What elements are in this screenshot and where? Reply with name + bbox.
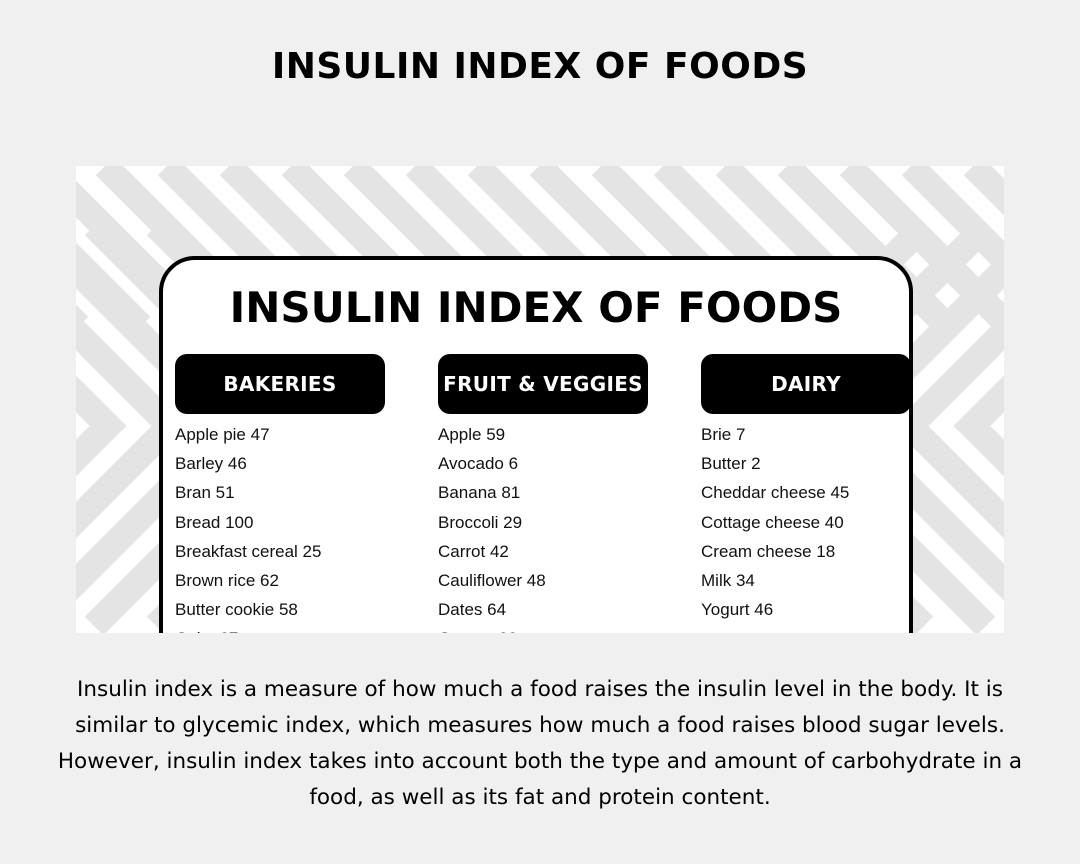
- list-item: Milk 34: [701, 570, 755, 590]
- list-item: Brown rice 62: [175, 570, 279, 590]
- column-heading: DAIRY: [701, 354, 911, 414]
- card-title: INSULIN INDEX OF FOODS: [229, 283, 843, 332]
- list-item: Cream cheese 18: [701, 541, 836, 561]
- list-item: Brie 7: [701, 425, 746, 444]
- list-item: Apple pie 47: [175, 425, 270, 444]
- page-title: INSULIN INDEX OF FOODS: [271, 46, 809, 87]
- list-item: Apple 59: [438, 425, 506, 444]
- list-item: Cheddar cheese 45: [701, 483, 850, 503]
- list-item: Avocado 6: [438, 454, 519, 474]
- list-item: Cottage cheese 40: [701, 512, 844, 532]
- list-item: Dates 64: [438, 600, 507, 620]
- insulin-index-card: INSULIN INDEX OF FOODS BAKERIES Apple pi…: [159, 256, 913, 633]
- list-item: Yogurt 46: [701, 600, 774, 620]
- list-item: Barley 46: [175, 454, 247, 474]
- list-item: Bran 51: [175, 483, 235, 503]
- column-heading: BAKERIES: [175, 354, 385, 414]
- column-heading: FRUIT & VEGGIES: [438, 354, 648, 414]
- column-dairy: DAIRY Brie 7 Butter 2 Cheddar cheese 45 …: [701, 354, 911, 624]
- column-fruit-veggies: FRUIT & VEGGIES Apple 59 Avocado 6 Banan…: [438, 354, 648, 633]
- list-item: Bread 100: [175, 512, 254, 532]
- description-paragraph: Insulin index is a measure of how much a…: [57, 677, 1023, 810]
- list-item: Banana 81: [438, 483, 521, 503]
- food-list: Brie 7 Butter 2 Cheddar cheese 45 Cottag…: [701, 420, 911, 624]
- food-list: Apple pie 47 Barley 46 Bran 51 Bread 100…: [175, 420, 385, 633]
- list-item: Carrot 42: [438, 541, 509, 561]
- list-item: Breakfast cereal 25: [175, 541, 322, 561]
- list-item: Broccoli 29: [438, 512, 523, 532]
- list-item: Cake 67: [175, 624, 385, 633]
- column-bakeries: BAKERIES Apple pie 47 Barley 46 Bran 51 …: [175, 354, 385, 633]
- list-item: Grapes 82: [438, 624, 648, 633]
- list-item: Butter cookie 58: [175, 600, 298, 620]
- list-item: Butter 2: [701, 454, 761, 474]
- food-list: Apple 59 Avocado 6 Banana 81 Broccoli 29…: [438, 420, 648, 633]
- list-item: Cauliflower 48: [438, 570, 546, 590]
- product-preview: INSULIN INDEX OF FOODS BAKERIES Apple pi…: [76, 166, 1004, 633]
